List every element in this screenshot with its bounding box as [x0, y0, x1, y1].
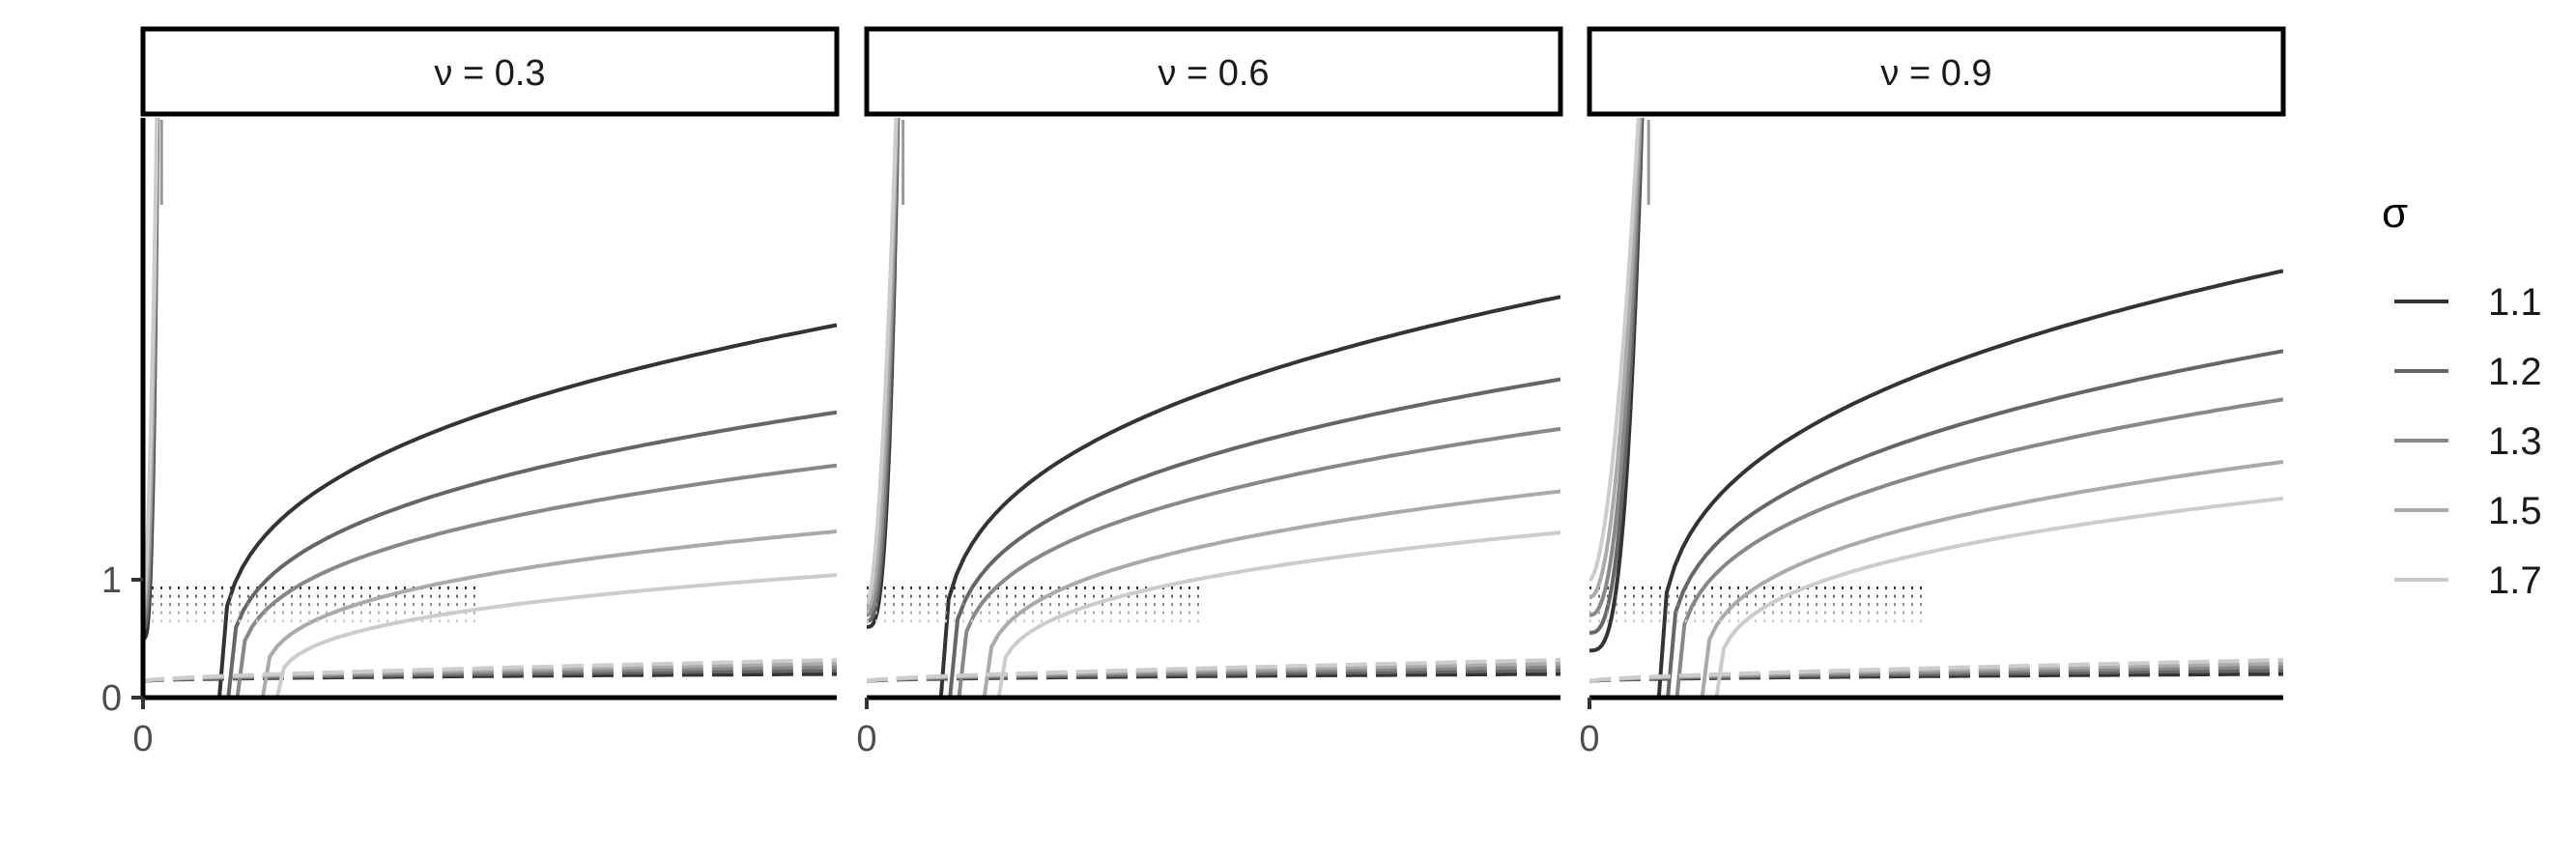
- facet-panel: ν = 0.3 0: [132, 26, 840, 759]
- x-tick-label: 0: [132, 719, 153, 759]
- series-left-branch: [143, 118, 159, 602]
- series-right-branch: [217, 323, 837, 699]
- series-left-branch: [1589, 118, 1641, 582]
- facet-strip-label: ν = 0.6: [1158, 53, 1269, 94]
- series-dashed-line: [143, 661, 837, 683]
- legend: σ 1.1 1.2 1.3 1.5 1.7: [2382, 189, 2542, 602]
- series-right-branch: [226, 410, 837, 699]
- facet-strip: [140, 26, 840, 117]
- series-dashed-line: [1589, 658, 2283, 683]
- series-dashed-line: [867, 661, 1560, 683]
- facet-curves: [867, 118, 1560, 699]
- y-tick-label: 0: [101, 678, 122, 719]
- series-right-branch: [235, 463, 837, 699]
- x-tick-label: 0: [856, 719, 876, 759]
- facet-strip-label: ν = 0.9: [1880, 53, 1991, 94]
- series-right-branch: [1700, 460, 2283, 699]
- series-right-branch: [957, 426, 1560, 699]
- legend-label: 1.7: [2488, 559, 2542, 602]
- legend-label: 1.5: [2488, 490, 2542, 532]
- facet-strip-label: ν = 0.3: [434, 53, 545, 94]
- series-right-branch: [1656, 269, 2283, 699]
- x-tick-label: 0: [1579, 719, 1599, 759]
- series-dashed-line: [867, 665, 1560, 683]
- series-left-branch: [867, 118, 899, 605]
- legend-label: 1.1: [2488, 281, 2542, 324]
- series-dashed-line: [867, 668, 1560, 683]
- series-right-branch: [1666, 349, 2283, 699]
- series-dashed-line: [1589, 661, 2283, 683]
- series-dashed-line: [867, 658, 1560, 683]
- y-tick-label: 1: [101, 560, 122, 601]
- series-right-branch: [260, 529, 837, 699]
- facet-strip: [864, 26, 1563, 117]
- series-dashed-line: [143, 665, 837, 683]
- legend-title: σ: [2382, 189, 2408, 237]
- facet-panel: ν = 0.9 0: [1579, 26, 2286, 759]
- legend-label: 1.2: [2488, 351, 2542, 393]
- series-right-branch: [274, 573, 837, 699]
- facet-panel: ν = 0.6 0: [856, 26, 1563, 759]
- series-dashed-line: [1589, 665, 2283, 683]
- series-dashed-line: [143, 668, 837, 683]
- series-dashed-line: [1589, 668, 2283, 683]
- series-left-branch: [1589, 118, 1643, 600]
- series-dashed-line: [143, 658, 837, 683]
- series-right-branch: [982, 489, 1560, 699]
- facet-strip: [1587, 26, 2286, 117]
- legend-label: 1.3: [2488, 420, 2542, 463]
- facet-curves: [143, 118, 837, 699]
- facet-curves: [1589, 118, 2283, 699]
- series-right-branch: [938, 295, 1560, 699]
- y-axis: 01: [101, 560, 143, 719]
- series-right-branch: [1674, 397, 2283, 699]
- series-right-branch: [948, 377, 1560, 699]
- series-right-branch: [996, 530, 1560, 699]
- series-right-branch: [1714, 496, 2283, 699]
- legend-items: 1.1 1.2 1.3 1.5 1.7: [2394, 281, 2542, 602]
